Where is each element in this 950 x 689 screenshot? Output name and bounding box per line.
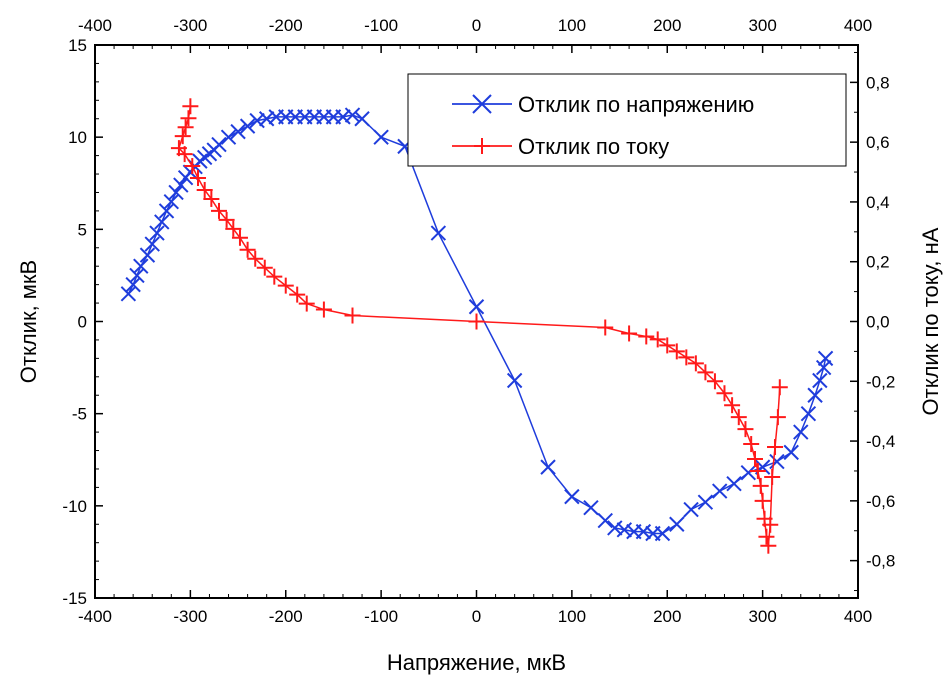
legend-entry: Отклик по току bbox=[452, 134, 669, 159]
y2-tick-label: 0,0 bbox=[866, 313, 890, 332]
data-point bbox=[144, 236, 160, 252]
data-point bbox=[711, 483, 728, 499]
data-point bbox=[239, 118, 256, 134]
data-point bbox=[120, 286, 137, 302]
x-top-tick-label: 400 bbox=[844, 16, 872, 35]
x-tick-label: 300 bbox=[748, 607, 776, 626]
series-layer bbox=[120, 98, 834, 554]
data-point bbox=[597, 512, 613, 529]
y2-tick-label: 0,4 bbox=[866, 193, 890, 212]
x-top-tick-label: -200 bbox=[269, 16, 303, 35]
data-point bbox=[654, 525, 671, 542]
x-tick-label: -300 bbox=[173, 607, 207, 626]
data-point bbox=[793, 424, 809, 440]
data-point bbox=[506, 372, 523, 389]
data-point bbox=[468, 299, 485, 315]
data-point bbox=[669, 516, 685, 532]
x-top-tick-label: -100 bbox=[364, 16, 398, 35]
x-tick-label: 0 bbox=[472, 607, 481, 626]
x-top-tick-label: 0 bbox=[472, 16, 481, 35]
data-point bbox=[344, 107, 361, 123]
data-point bbox=[125, 276, 141, 293]
data-point bbox=[129, 267, 145, 284]
data-point bbox=[697, 494, 714, 510]
data-point bbox=[149, 225, 165, 241]
data-point bbox=[769, 453, 785, 470]
legend-marker bbox=[472, 94, 492, 114]
x-top-tick-label: 100 bbox=[558, 16, 586, 35]
data-point bbox=[800, 405, 817, 422]
x-tick-label: -100 bbox=[364, 607, 398, 626]
y2-tick-label: 0,8 bbox=[866, 73, 890, 92]
data-point bbox=[168, 184, 184, 201]
x-tick-label: -200 bbox=[269, 607, 303, 626]
data-point bbox=[783, 444, 799, 461]
data-point bbox=[354, 111, 370, 127]
legend: Отклик по напряжению Отклик по току bbox=[407, 73, 847, 167]
data-point bbox=[430, 225, 447, 241]
data-point bbox=[133, 258, 149, 274]
axis-ticks bbox=[94, 44, 859, 599]
data-point bbox=[173, 177, 189, 193]
x-tick-label: -400 bbox=[78, 607, 112, 626]
data-point bbox=[635, 523, 652, 540]
x-tick-label: 200 bbox=[653, 607, 681, 626]
x-top-tick-label: 200 bbox=[653, 16, 681, 35]
y-tick-label: 5 bbox=[78, 220, 87, 239]
y-tick-label: 10 bbox=[68, 128, 87, 147]
y2-axis-title: Отклик по току, нА bbox=[918, 227, 943, 415]
y2-tick-label: -0,2 bbox=[866, 372, 895, 391]
legend-label: Отклик по напряжению bbox=[518, 92, 754, 117]
series-2 bbox=[170, 98, 788, 554]
data-point bbox=[583, 499, 599, 516]
legend-label: Отклик по току bbox=[518, 134, 669, 159]
data-point bbox=[607, 520, 623, 536]
series-1 bbox=[120, 107, 834, 542]
y2-tick-label: -0,4 bbox=[866, 432, 895, 451]
data-point bbox=[616, 522, 633, 538]
legend-entry: Отклик по напряжению bbox=[452, 92, 754, 117]
data-point bbox=[564, 488, 580, 505]
y2-tick-label: -0,6 bbox=[866, 492, 895, 511]
y2-tick-label: 0,6 bbox=[866, 133, 890, 152]
y-tick-label: -5 bbox=[72, 405, 87, 424]
data-point bbox=[335, 109, 351, 125]
x-tick-label: 400 bbox=[844, 607, 872, 626]
tick-labels: -400-400-300-300-200-200-100-10000100100… bbox=[62, 16, 895, 626]
data-point bbox=[139, 247, 156, 263]
data-point bbox=[540, 459, 556, 475]
data-point bbox=[740, 464, 757, 481]
data-point bbox=[220, 129, 237, 145]
x-top-tick-label: -300 bbox=[173, 16, 207, 35]
data-point bbox=[158, 203, 175, 219]
data-point bbox=[726, 476, 742, 492]
data-point bbox=[812, 372, 828, 389]
x-axis-title: Напряжение, мкВ bbox=[387, 650, 566, 675]
x-top-tick-label: 300 bbox=[748, 16, 776, 35]
x-top-tick-label: -400 bbox=[78, 16, 112, 35]
data-point bbox=[249, 112, 265, 129]
data-point bbox=[815, 359, 832, 376]
y-tick-label: -10 bbox=[62, 497, 87, 516]
data-point bbox=[683, 501, 699, 518]
data-point bbox=[230, 123, 246, 140]
data-point bbox=[258, 111, 275, 127]
x-tick-label: 100 bbox=[558, 607, 586, 626]
y-tick-label: -15 bbox=[62, 589, 87, 608]
y-axis-title: Отклик, мкВ bbox=[16, 260, 41, 383]
data-point bbox=[211, 136, 227, 153]
data-point bbox=[154, 214, 170, 230]
data-point bbox=[373, 129, 389, 145]
data-point bbox=[817, 350, 834, 367]
y2-tick-label: -0,8 bbox=[866, 552, 895, 571]
y-tick-label: 15 bbox=[68, 36, 87, 55]
y2-tick-label: 0,2 bbox=[866, 253, 890, 272]
data-point bbox=[163, 193, 180, 210]
y-tick-label: 0 bbox=[78, 313, 87, 332]
data-point bbox=[807, 387, 823, 403]
